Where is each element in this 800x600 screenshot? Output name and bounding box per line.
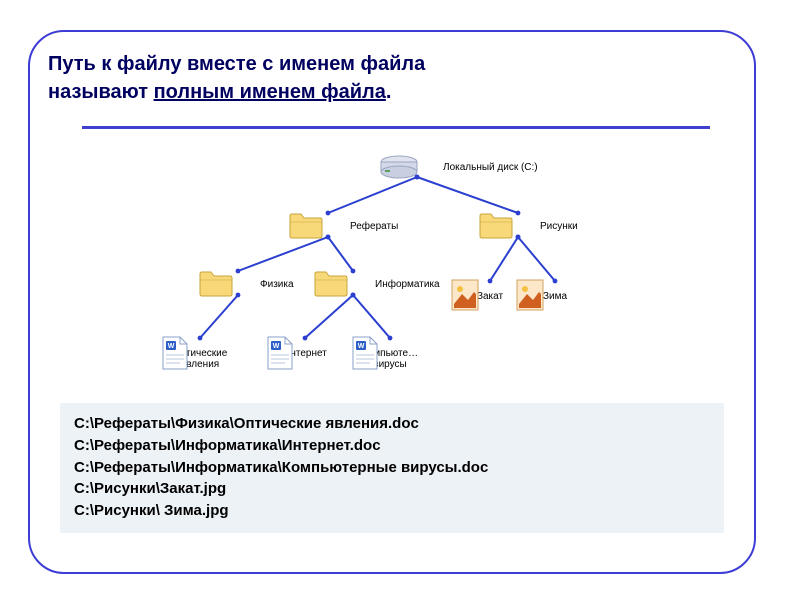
file-tree-diagram: Локальный диск (C:) Рефераты Рисунки Физ…: [85, 140, 695, 390]
heading-line1: Путь к файлу вместе с именем файла: [48, 53, 425, 75]
svg-text:W: W: [358, 343, 365, 350]
file-path: С:\Рисунки\Закат.jpg: [74, 478, 710, 500]
tree-node-label: Локальный диск (C:): [443, 162, 563, 173]
svg-text:W: W: [273, 343, 280, 350]
heading-line2b: полным именем файла: [154, 81, 386, 103]
heading-line2c: .: [386, 81, 392, 103]
tree-node-fizika: Физика: [198, 268, 278, 279]
tree-node-zima: Зима: [515, 278, 595, 302]
tree-node-virus: W Компьюте… вирусы: [350, 335, 430, 370]
file-path: С:\Рефераты\Информатика\Интернет.doc: [74, 435, 710, 457]
file-paths-list: С:\Рефераты\Физика\Оптические явления.do…: [60, 403, 724, 533]
tree-node-root: Локальный диск (C:): [377, 152, 457, 163]
tree-node-risunki: Рисунки: [478, 210, 558, 221]
slide-heading: Путь к файлу вместе с именем файла назыв…: [48, 50, 568, 106]
divider-line: [82, 126, 710, 129]
tree-node-informat: Информатика: [313, 268, 393, 279]
file-path: С:\Рисунки\ Зима.jpg: [74, 500, 710, 522]
tree-node-referaty: Рефераты: [288, 210, 368, 221]
svg-text:W: W: [168, 343, 175, 350]
tree-node-internet: W Интернет: [265, 335, 345, 359]
tree-node-optic: W Оптические явления: [160, 335, 240, 370]
heading-line2a: называют: [48, 81, 154, 103]
file-path: С:\Рефераты\Физика\Оптические явления.do…: [74, 413, 710, 435]
tree-node-label: Рефераты: [350, 221, 470, 232]
file-path: С:\Рефераты\Информатика\Компьютерные вир…: [74, 457, 710, 479]
tree-node-label: Рисунки: [540, 221, 660, 232]
